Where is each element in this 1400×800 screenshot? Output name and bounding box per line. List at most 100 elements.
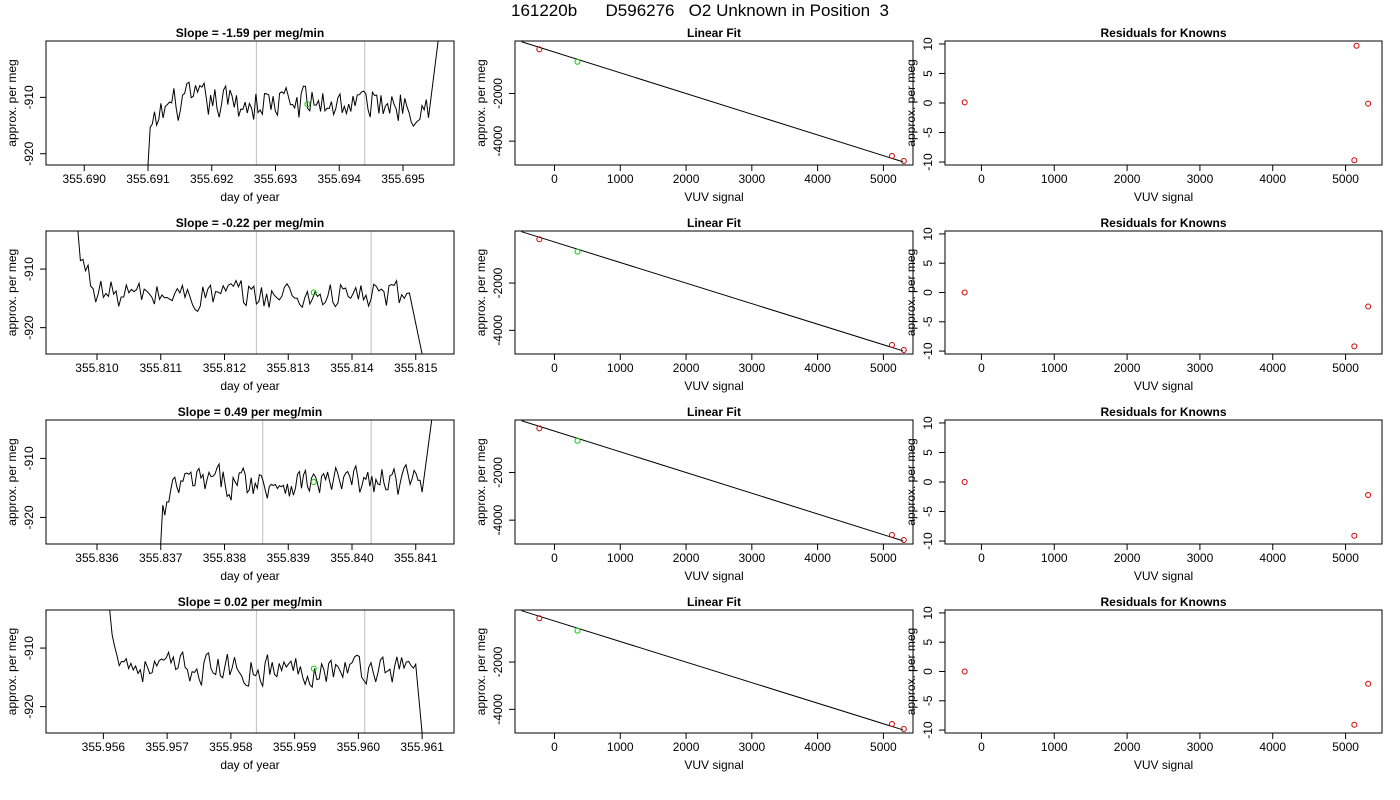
y-tick-label: -920: [22, 141, 36, 165]
y-tick-label: -2000: [491, 267, 505, 298]
y-tick-label: -5: [921, 127, 935, 138]
x-tick-label: 1000: [1041, 172, 1068, 186]
panel-timeseries-2: Slope = -0.22 per meg/min day of year appr…: [5, 216, 455, 393]
x-tick-label: 355.961: [400, 740, 444, 754]
y-axis-label: approx. per meg: [5, 628, 19, 715]
x-tick-label: 3000: [1187, 740, 1214, 754]
plot-frame: [45, 40, 455, 166]
x-tick-label: 3000: [1187, 551, 1214, 565]
panel-linear_fit-3: Linear Fit VUV signal approx. per meg 0 1000…: [474, 405, 914, 583]
y-tick-label: -920: [22, 505, 36, 529]
residual-point: [1365, 303, 1372, 310]
x-axis-label: VUV signal: [1134, 190, 1193, 204]
y-tick-label: 5: [921, 449, 935, 456]
y-tick-label: -910: [22, 636, 36, 660]
known-point: [900, 346, 907, 353]
panel-timeseries-3: Slope = 0.49 per meg/min day of year appro…: [5, 405, 455, 583]
mean-marker: [310, 665, 317, 672]
x-tick-label: 355.693: [254, 172, 298, 186]
x-tick-label: 2000: [673, 172, 700, 186]
x-tick-label: 355.840: [330, 551, 374, 565]
plot-frame: [944, 609, 1383, 734]
residual-point: [961, 668, 968, 675]
y-tick-label: 5: [921, 70, 935, 77]
x-axis-label: VUV signal: [684, 190, 743, 204]
y-tick-label: 5: [921, 639, 935, 646]
y-tick-label: -920: [22, 694, 36, 718]
x-tick-label: 1000: [607, 361, 634, 375]
plot-frame: [514, 609, 914, 734]
plot-area: [961, 479, 1372, 539]
known-point: [536, 425, 543, 432]
y-axis-label: approx. per meg: [904, 59, 918, 146]
x-axis-label: day of year: [220, 569, 279, 583]
x-tick-label: 5000: [870, 361, 897, 375]
panel-title: Residuals for Knowns: [1100, 216, 1226, 230]
y-tick-label: -4000: [491, 315, 505, 346]
panel-title: Linear Fit: [687, 595, 741, 609]
x-tick-label: 4000: [804, 551, 831, 565]
y-tick-label: -4000: [491, 504, 505, 535]
x-axis-label: VUV signal: [684, 758, 743, 772]
plot-frame: [45, 609, 455, 734]
x-tick-label: 355.810: [75, 361, 119, 375]
x-tick-label: 355.956: [82, 740, 126, 754]
fit-line: [521, 420, 904, 542]
y-axis-label: approx. per meg: [904, 438, 918, 525]
residual-point: [1365, 680, 1372, 687]
x-tick-label: 355.836: [75, 551, 119, 565]
figure-title: 161220b D596276 O2 Unknown in Position 3: [510, 1, 890, 20]
x-tick-label: 5000: [870, 740, 897, 754]
known-point: [888, 721, 895, 728]
known-point: [900, 536, 907, 543]
x-tick-label: 355.811: [140, 361, 183, 375]
x-tick-label: 3000: [738, 361, 765, 375]
x-tick-label: 0: [551, 740, 558, 754]
x-axis-label: VUV signal: [1134, 569, 1193, 583]
y-tick-label: 10: [921, 37, 935, 51]
x-tick-label: 355.957: [145, 740, 189, 754]
residual-point: [961, 479, 968, 485]
mean-marker: [304, 101, 311, 108]
x-tick-label: 3000: [738, 551, 765, 565]
data-trace: [160, 420, 433, 544]
panel-title: Linear Fit: [687, 405, 741, 419]
x-tick-label: 355.815: [394, 361, 438, 375]
x-axis-label: VUV signal: [1134, 379, 1193, 393]
x-tick-label: 1000: [607, 740, 634, 754]
panel-title: Linear Fit: [687, 216, 741, 230]
data-trace: [109, 610, 423, 733]
x-tick-label: 5000: [1332, 172, 1359, 186]
x-tick-label: 3000: [738, 740, 765, 754]
residual-point: [1351, 721, 1358, 728]
x-tick-label: 355.691: [126, 172, 170, 186]
plot-area: [160, 420, 433, 544]
panel-title: Linear Fit: [687, 26, 741, 40]
x-tick-label: 5000: [1332, 361, 1359, 375]
panel-linear_fit-2: Linear Fit VUV signal approx. per meg 0 1000…: [474, 216, 914, 393]
x-tick-label: 2000: [673, 361, 700, 375]
y-tick-label: -4000: [491, 694, 505, 725]
x-tick-label: 3000: [1187, 172, 1214, 186]
y-tick-label: 0: [921, 668, 935, 675]
residual-point: [1351, 343, 1358, 350]
y-tick-label: -5: [921, 506, 935, 517]
x-tick-label: 355.958: [209, 740, 253, 754]
y-axis-label: approx. per meg: [5, 249, 19, 336]
known-point: [888, 342, 895, 349]
panel-residuals-1: Residuals for Knowns VUV signal approx. pe…: [904, 26, 1383, 204]
known-point: [900, 157, 907, 164]
residual-point: [961, 99, 968, 106]
x-tick-label: 4000: [1259, 551, 1286, 565]
residual-point: [1353, 42, 1360, 49]
plot-frame: [514, 230, 914, 355]
plot-area: [521, 610, 907, 732]
x-tick-label: 355.690: [63, 172, 107, 186]
y-tick-label: -4000: [491, 125, 505, 156]
x-tick-label: 2000: [1114, 172, 1141, 186]
y-axis-label: approx. per meg: [474, 438, 488, 525]
x-tick-label: 3000: [1187, 361, 1214, 375]
residual-point: [1365, 100, 1372, 107]
data-trace: [77, 231, 423, 354]
x-tick-label: 1000: [1041, 361, 1068, 375]
